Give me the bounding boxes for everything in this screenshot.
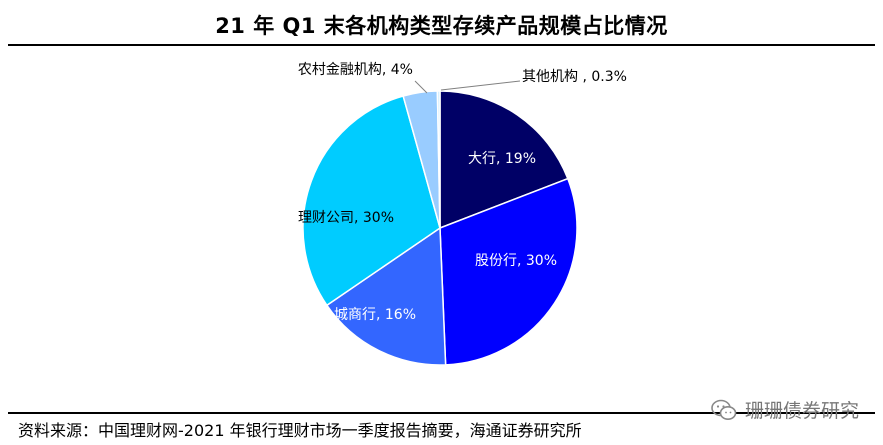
page-title: 21 年 Q1 末各机构类型存续产品规模占比情况 [215,14,668,38]
slice-label-0: 大行, 19% [468,151,536,167]
leader-line-5 [440,80,521,91]
pie-slice-0 [439,90,569,230]
watermark: 珊珊债券研究 [711,396,859,423]
title-divider [8,44,875,46]
wechat-icon [711,399,737,420]
watermark-text: 珊珊债券研究 [744,400,859,422]
pie-slice-3 [302,95,441,307]
pie-slice-2 [325,226,447,366]
source-divider [8,412,875,414]
leader-lines [414,80,521,94]
slice-label-4: 农村金融机构, 4% [298,62,413,78]
pie-slice-1 [439,177,578,366]
slice-label-2: 城商行, 16% [334,307,416,323]
pie-slices [302,90,578,366]
slice-labels: 大行, 19% 股份行, 30% 城商行, 16% 理财公司, 30% 农村金融机构, … [298,62,627,323]
pie-slice-5 [436,90,441,229]
source-note: 资料来源：中国理财网-2021 年银行理财市场一季度报告摘要，海通证券研究所 [18,421,582,440]
slice-label-3: 理财公司, 30% [298,210,394,226]
pie-chart: 大行, 19% 股份行, 30% 城商行, 16% 理财公司, 30% 农村金融机构, … [298,62,627,366]
slice-label-5: 其他机构 , 0.3% [522,69,627,85]
slice-label-1: 股份行, 30% [475,253,557,269]
leader-line-4 [414,80,428,94]
